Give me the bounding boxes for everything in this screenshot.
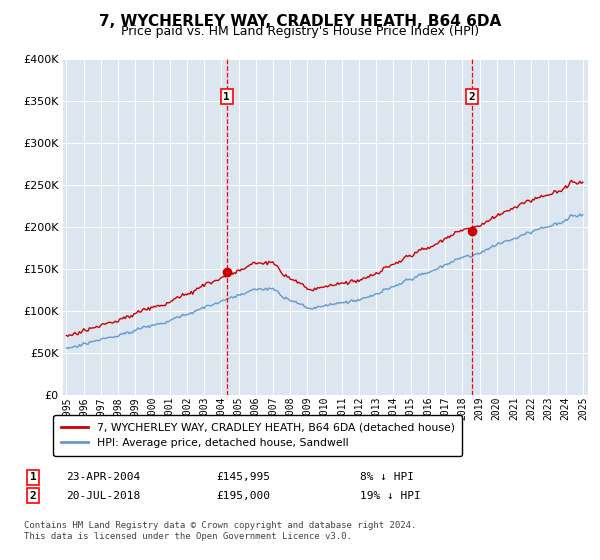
Text: Contains HM Land Registry data © Crown copyright and database right 2024.: Contains HM Land Registry data © Crown c… <box>24 521 416 530</box>
Text: 19% ↓ HPI: 19% ↓ HPI <box>360 491 421 501</box>
Text: 7, WYCHERLEY WAY, CRADLEY HEATH, B64 6DA: 7, WYCHERLEY WAY, CRADLEY HEATH, B64 6DA <box>99 14 501 29</box>
Legend: 7, WYCHERLEY WAY, CRADLEY HEATH, B64 6DA (detached house), HPI: Average price, d: 7, WYCHERLEY WAY, CRADLEY HEATH, B64 6DA… <box>53 415 463 456</box>
Text: 2: 2 <box>29 491 37 501</box>
Text: 8% ↓ HPI: 8% ↓ HPI <box>360 472 414 482</box>
Text: Price paid vs. HM Land Registry's House Price Index (HPI): Price paid vs. HM Land Registry's House … <box>121 25 479 38</box>
Text: £195,000: £195,000 <box>216 491 270 501</box>
Text: 20-JUL-2018: 20-JUL-2018 <box>66 491 140 501</box>
Text: 1: 1 <box>223 92 230 101</box>
Text: £145,995: £145,995 <box>216 472 270 482</box>
Text: 1: 1 <box>29 472 37 482</box>
Text: 2: 2 <box>469 92 475 101</box>
Text: This data is licensed under the Open Government Licence v3.0.: This data is licensed under the Open Gov… <box>24 532 352 541</box>
Text: 23-APR-2004: 23-APR-2004 <box>66 472 140 482</box>
